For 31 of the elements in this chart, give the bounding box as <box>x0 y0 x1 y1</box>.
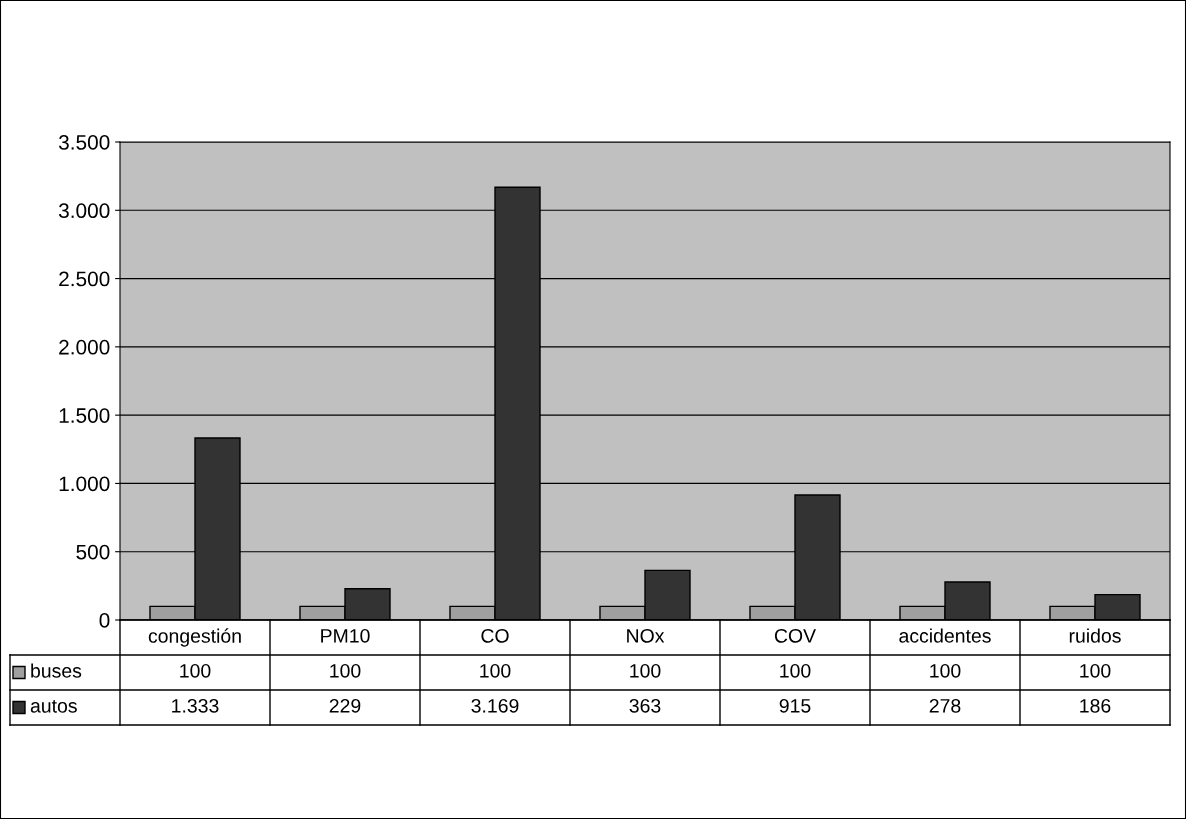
data-label: 3.169 <box>471 698 519 713</box>
y-tick-label: 500 <box>76 544 110 560</box>
y-tick-label: 0 <box>99 613 110 628</box>
y-tick-label: 3.500 <box>58 135 110 150</box>
y-tick-label: 3.000 <box>58 203 110 219</box>
data-label: 1.333 <box>172 698 219 713</box>
x-tick-label: NOx <box>627 628 665 643</box>
data-label: 915 <box>779 698 811 713</box>
y-tick-label: 2.500 <box>59 271 110 287</box>
x-tick-label: CO <box>481 628 509 643</box>
data-label: 186 <box>1080 698 1111 713</box>
x-tick-label: ruidos <box>1069 628 1121 643</box>
data-label: 100 <box>1080 663 1111 678</box>
x-tick-label: COV <box>774 628 816 643</box>
x-tick-label: congestión <box>148 628 241 647</box>
legend-label: autos <box>30 699 77 713</box>
data-label: 100 <box>780 663 811 678</box>
y-tick-label: 2.000 <box>59 339 110 355</box>
data-label: 100 <box>930 663 961 678</box>
x-tick-label: accidentes <box>899 628 991 643</box>
data-label: 363 <box>629 698 661 713</box>
data-label: 100 <box>480 663 511 678</box>
data-label: 278 <box>929 698 961 713</box>
y-tick-label: 1.000 <box>59 476 110 492</box>
legend-label: buses <box>31 663 82 678</box>
data-label: 100 <box>180 663 211 678</box>
x-tick-label: PM10 <box>321 628 370 643</box>
data-label: 100 <box>330 663 361 678</box>
data-label: 229 <box>329 698 361 713</box>
data-label: 100 <box>630 663 661 678</box>
y-tick-label: 1.500 <box>59 408 110 423</box>
